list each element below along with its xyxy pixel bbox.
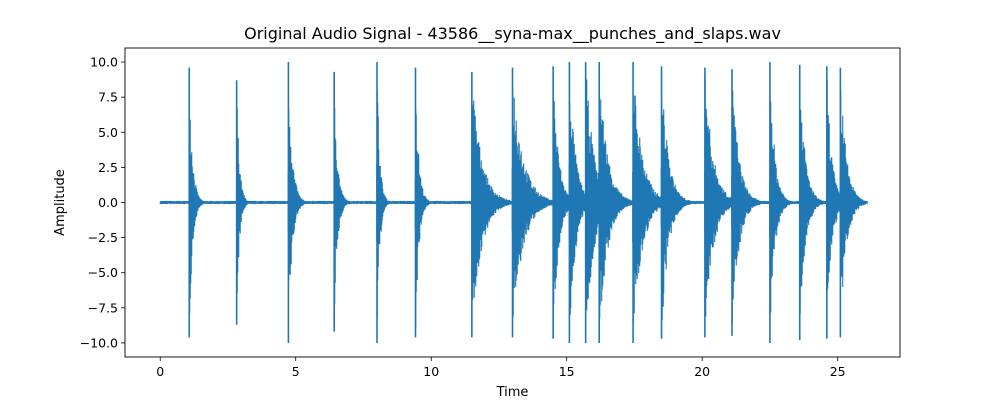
y-tick-label: 2.5 (98, 160, 118, 175)
y-tick-label: 0.0 (98, 195, 118, 210)
x-axis-label: Time (496, 385, 529, 400)
x-axis: 0 5 10 15 20 25 (156, 357, 846, 379)
y-axis: −10.0 −7.5 −5.0 −2.5 0.0 2.5 5.0 7.5 10.0 (80, 55, 125, 350)
y-tick-label: 5.0 (98, 125, 118, 140)
chart-title: Original Audio Signal - 43586__syna-max_… (244, 24, 781, 44)
x-tick-label: 5 (292, 364, 300, 379)
y-axis-label: Amplitude (53, 169, 68, 236)
y-tick-label: −10.0 (80, 335, 118, 350)
plot-area (124, 47, 901, 358)
x-tick-label: 20 (694, 364, 710, 379)
x-tick-label: 15 (559, 364, 575, 379)
y-tick-label: 10.0 (90, 55, 118, 70)
y-tick-label: −5.0 (88, 265, 118, 280)
x-tick-label: 0 (156, 364, 164, 379)
x-tick-label: 25 (830, 364, 846, 379)
y-tick-label: −7.5 (88, 300, 118, 315)
x-tick-label: 10 (423, 364, 439, 379)
y-tick-label: −2.5 (88, 230, 118, 245)
y-tick-label: 7.5 (98, 90, 118, 105)
signal-series (159, 62, 868, 343)
